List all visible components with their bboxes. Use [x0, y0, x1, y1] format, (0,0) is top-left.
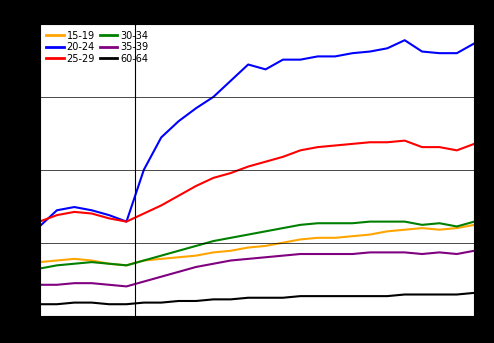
Legend: 15-19, 20-24, 25-29, 30-34, 35-39, 60-64: 15-19, 20-24, 25-29, 30-34, 35-39, 60-64 [44, 29, 151, 66]
